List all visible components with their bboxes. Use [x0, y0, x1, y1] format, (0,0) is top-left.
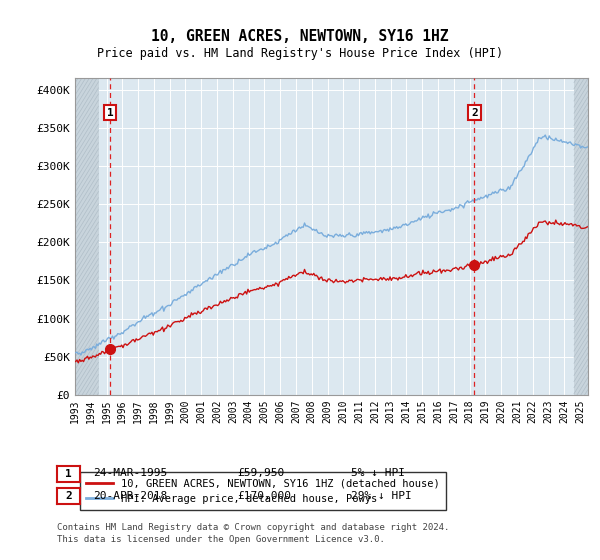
Text: 20-APR-2018: 20-APR-2018	[93, 491, 167, 501]
Text: 2: 2	[471, 108, 478, 118]
Bar	[574, 78, 588, 395]
Text: 5% ↓ HPI: 5% ↓ HPI	[351, 468, 405, 478]
Text: Price paid vs. HM Land Registry's House Price Index (HPI): Price paid vs. HM Land Registry's House …	[97, 46, 503, 60]
Text: Contains HM Land Registry data © Crown copyright and database right 2024.
This d: Contains HM Land Registry data © Crown c…	[57, 522, 449, 544]
Text: 1: 1	[65, 469, 72, 479]
Text: £170,000: £170,000	[237, 491, 291, 501]
Text: 24-MAR-1995: 24-MAR-1995	[93, 468, 167, 478]
Bar	[75, 78, 98, 395]
Text: 1: 1	[107, 108, 113, 118]
Text: 10, GREEN ACRES, NEWTOWN, SY16 1HZ: 10, GREEN ACRES, NEWTOWN, SY16 1HZ	[151, 29, 449, 44]
Text: £59,950: £59,950	[237, 468, 284, 478]
Text: 2: 2	[65, 491, 72, 501]
Legend: 10, GREEN ACRES, NEWTOWN, SY16 1HZ (detached house), HPI: Average price, detache: 10, GREEN ACRES, NEWTOWN, SY16 1HZ (deta…	[80, 472, 446, 510]
Text: 29% ↓ HPI: 29% ↓ HPI	[351, 491, 412, 501]
